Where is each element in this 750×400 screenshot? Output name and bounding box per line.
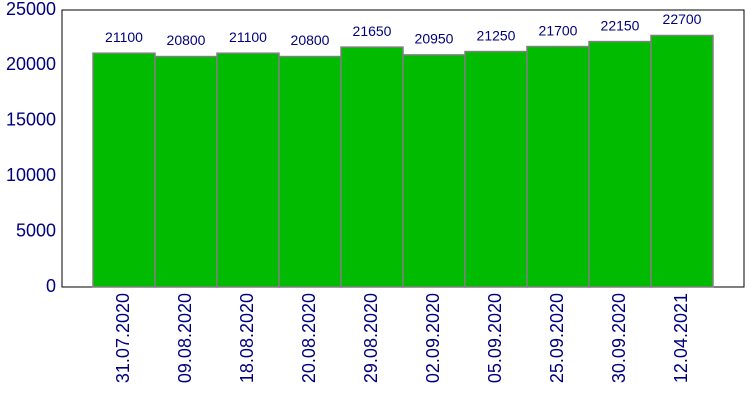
x-tick-label: 29.08.2020 bbox=[361, 293, 381, 383]
bar bbox=[464, 50, 528, 288]
data-label: 22700 bbox=[663, 11, 702, 27]
x-tick-label: 31.07.2020 bbox=[113, 293, 133, 383]
data-label: 22150 bbox=[601, 17, 640, 33]
data-label: 21100 bbox=[229, 29, 267, 45]
x-tick-label: 18.08.2020 bbox=[237, 293, 257, 383]
data-label: 20800 bbox=[167, 32, 206, 48]
bar bbox=[588, 40, 652, 288]
bar bbox=[340, 46, 404, 288]
bar bbox=[650, 34, 714, 288]
bar bbox=[92, 52, 156, 288]
data-label: 21700 bbox=[539, 22, 578, 38]
y-tick-label: 5000 bbox=[16, 220, 56, 240]
x-tick-label: 12.04.2021 bbox=[671, 293, 691, 383]
x-tick-label: 09.08.2020 bbox=[175, 293, 195, 383]
x-tick-label: 30.09.2020 bbox=[609, 293, 629, 383]
data-label: 20950 bbox=[415, 31, 454, 47]
bar bbox=[216, 52, 280, 288]
data-label: 21650 bbox=[353, 23, 392, 39]
y-tick-label: 20000 bbox=[6, 54, 56, 74]
x-tick-label: 20.08.2020 bbox=[299, 293, 319, 383]
y-tick-label: 25000 bbox=[6, 0, 56, 19]
bar bbox=[278, 55, 342, 288]
y-tick-label: 0 bbox=[46, 276, 56, 296]
data-label: 20800 bbox=[291, 32, 330, 48]
bar bbox=[402, 54, 466, 288]
bar bbox=[526, 45, 590, 288]
y-tick-label: 10000 bbox=[6, 165, 56, 185]
bar bbox=[154, 55, 218, 288]
x-tick-label: 02.09.2020 bbox=[423, 293, 443, 383]
x-tick-label: 25.09.2020 bbox=[547, 293, 567, 383]
y-tick-label: 15000 bbox=[6, 110, 56, 130]
data-label: 21250 bbox=[477, 27, 516, 43]
data-label: 21100 bbox=[105, 29, 143, 45]
x-tick-label: 05.09.2020 bbox=[485, 293, 505, 383]
